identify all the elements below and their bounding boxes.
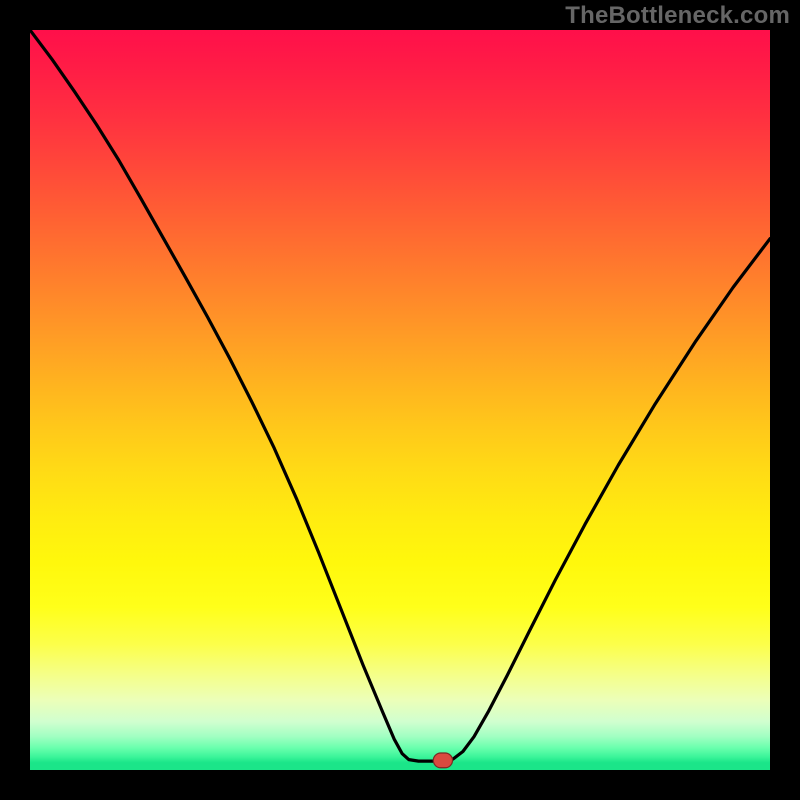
plot-svg	[30, 30, 770, 770]
optimal-point-marker	[433, 753, 452, 768]
watermark-text: TheBottleneck.com	[565, 2, 790, 30]
chart-root: TheBottleneck.com	[0, 0, 800, 800]
plot-area	[30, 30, 770, 770]
